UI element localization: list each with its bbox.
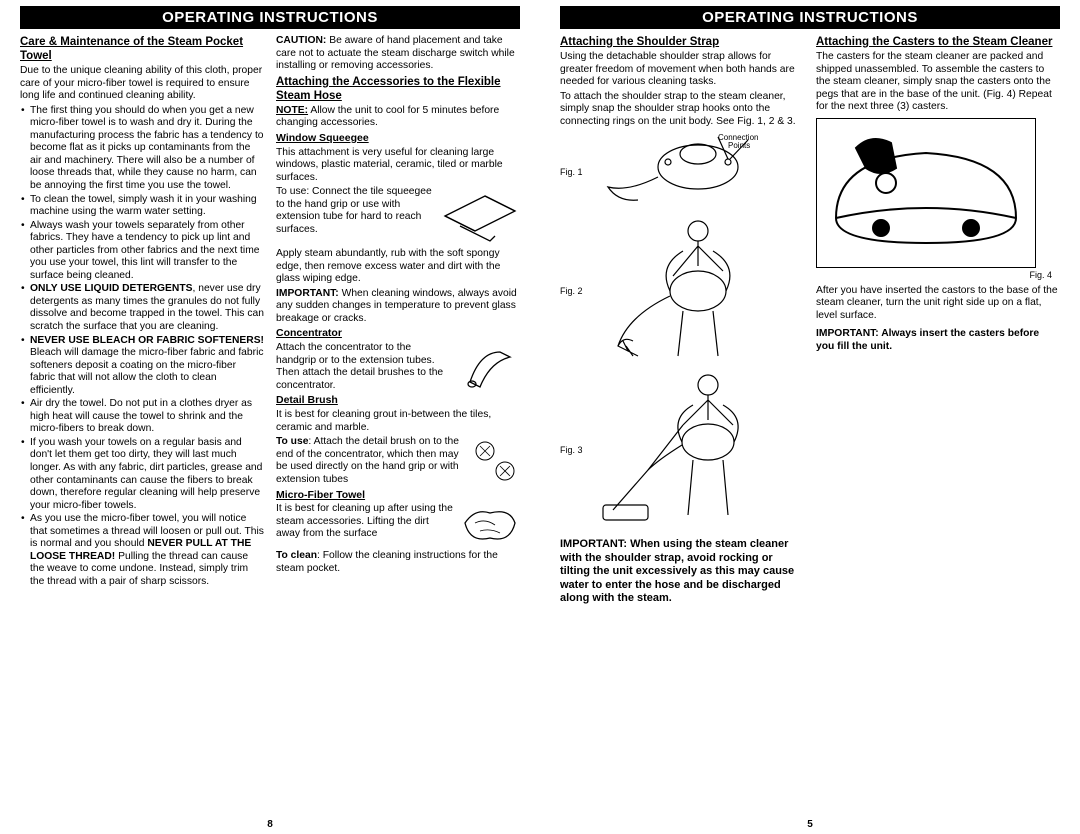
ws-title: Window Squeegee (276, 132, 520, 145)
p8-col2: CAUTION: Be aware of hand placement and … (276, 33, 520, 590)
p8-col1: Care & Maintenance of the Steam Pocket T… (20, 33, 264, 590)
mf-b: To clean: Follow the cleaning instructio… (276, 550, 520, 575)
ws-imp-b: IMPORTANT: (276, 288, 339, 299)
page-number-5: 5 (540, 819, 1080, 830)
care-b4: ONLY USE LIQUID DETERGENTS, never use dr… (20, 283, 264, 333)
ws-c: Apply steam abundantly, rub with the sof… (276, 248, 520, 286)
p5-col1: Attaching the Shoulder Strap Using the d… (560, 33, 804, 607)
con-title: Concentrator (276, 327, 520, 340)
casters-p1: The casters for the steam cleaner are pa… (816, 51, 1060, 114)
db-wrap: To use: Attach the detail brush on to th… (276, 436, 520, 486)
strap-title: Attaching the Shoulder Strap (560, 35, 804, 49)
fig1-block: Fig. 1 Connection Points (560, 132, 804, 212)
strap-important: IMPORTANT: When using the steam cleaner … (560, 538, 804, 605)
fig3-block: Fig. 3 (560, 370, 804, 530)
page5-columns: Attaching the Shoulder Strap Using the d… (560, 33, 1060, 607)
page-number-8: 8 (0, 819, 540, 830)
note-bold: NOTE: (276, 105, 308, 116)
casters-p2: After you have inserted the castors to t… (816, 285, 1060, 323)
p5-col2: Attaching the Casters to the Steam Clean… (816, 33, 1060, 607)
fig4-icon (826, 128, 1026, 258)
fig1-label: Fig. 1 (560, 167, 592, 178)
note-para: NOTE: Allow the unit to cool for 5 minut… (276, 105, 520, 130)
care-list: The first thing you should do when you g… (20, 105, 264, 589)
fig2-icon (598, 216, 768, 366)
page-header-left: OPERATING INSTRUCTIONS (20, 6, 520, 29)
fig3-icon (598, 370, 768, 530)
care-b4-bold: ONLY USE LIQUID DETERGENTS (30, 283, 193, 294)
con-wrap: Attach the concentrator to the handgrip … (276, 342, 520, 392)
fig2-block: Fig. 2 (560, 216, 804, 366)
svg-text:Points: Points (728, 141, 750, 150)
db-a: It is best for cleaning grout in-between… (276, 409, 520, 434)
attach-title: Attaching the Accessories to the Flexibl… (276, 75, 520, 103)
care-b5: NEVER USE BLEACH OR FABRIC SOFTENERS! Bl… (20, 335, 264, 398)
care-b6: Air dry the towel. Do not put in a cloth… (20, 398, 264, 436)
care-title: Care & Maintenance of the Steam Pocket T… (20, 35, 264, 63)
strap-p1: Using the detachable shoulder strap allo… (560, 51, 804, 89)
care-b1: The first thing you should do when you g… (20, 105, 264, 193)
fig4-label: Fig. 4 (816, 270, 1052, 281)
fig1-icon: Connection Points (598, 132, 768, 212)
fig2-label: Fig. 2 (560, 286, 592, 297)
squeegee-icon (440, 186, 520, 246)
strap-p2: To attach the shoulder strap to the stea… (560, 91, 804, 129)
page-header-right: OPERATING INSTRUCTIONS (560, 6, 1060, 29)
mf-title: Micro-Fiber Towel (276, 489, 520, 502)
caution-bold: CAUTION: (276, 35, 326, 46)
fig3-label: Fig. 3 (560, 445, 592, 456)
concentrator-icon (460, 342, 520, 392)
ws-illus-wrap: To use: Connect the tile squeegee to the… (276, 186, 520, 236)
page-5: OPERATING INSTRUCTIONS Attaching the Sho… (540, 0, 1080, 834)
mf-b-b: To clean (276, 550, 317, 561)
casters-title: Attaching the Casters to the Steam Clean… (816, 35, 1060, 49)
care-b2: To clean the towel, simply wash it in yo… (20, 194, 264, 219)
note-text: Allow the unit to cool for 5 minutes bef… (276, 105, 499, 129)
casters-imp: IMPORTANT: Always insert the casters bef… (816, 328, 1060, 353)
care-b3: Always wash your towels separately from … (20, 220, 264, 283)
mf-wrap: It is best for cleaning up after using t… (276, 503, 520, 541)
care-b5-bold: NEVER USE BLEACH OR FABRIC SOFTENERS! (30, 335, 264, 346)
towel-icon (460, 503, 520, 548)
db-title: Detail Brush (276, 394, 520, 407)
db-b-b: To use (276, 436, 308, 447)
ws-a: This attachment is very useful for clean… (276, 147, 520, 185)
care-b5-rest: Bleach will damage the micro-fiber fabri… (30, 347, 264, 396)
care-b8: As you use the micro-fiber towel, you wi… (20, 513, 264, 588)
page-8: OPERATING INSTRUCTIONS Care & Maintenanc… (0, 0, 540, 834)
page-spread: OPERATING INSTRUCTIONS Care & Maintenanc… (0, 0, 1080, 834)
care-intro: Due to the unique cleaning ability of th… (20, 65, 264, 103)
fig4-box (816, 118, 1036, 268)
caution-para: CAUTION: Be aware of hand placement and … (276, 35, 520, 73)
care-b7: If you wash your towels on a regular bas… (20, 437, 264, 512)
ws-imp: IMPORTANT: When cleaning windows, always… (276, 288, 520, 326)
detail-brush-icon (470, 436, 520, 486)
page8-columns: Care & Maintenance of the Steam Pocket T… (20, 33, 520, 590)
